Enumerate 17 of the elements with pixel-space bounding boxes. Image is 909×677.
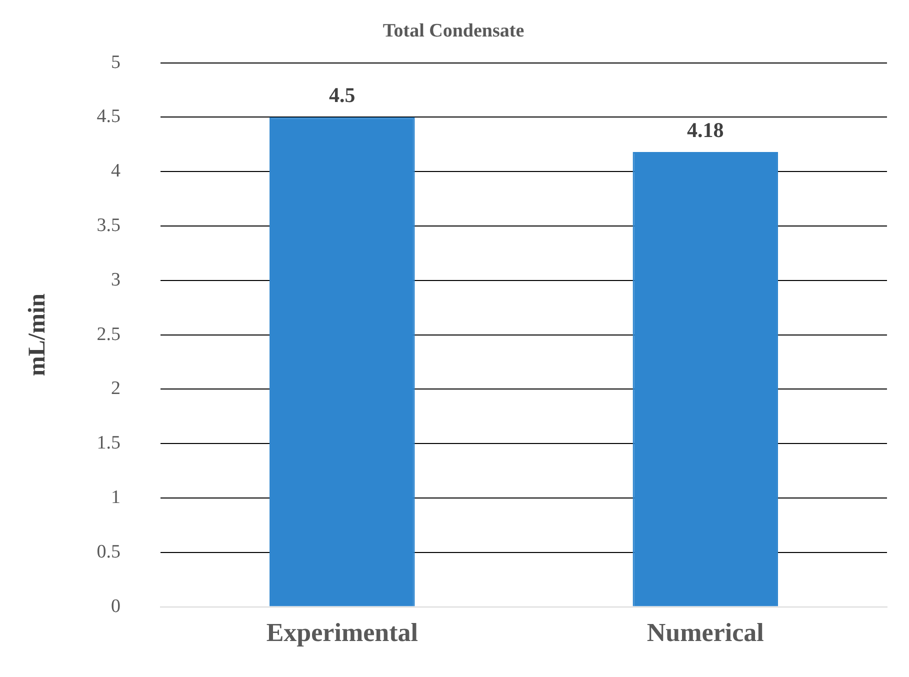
chart-title: Total Condensate — [382, 20, 524, 42]
y-tick-label: 5 — [111, 52, 121, 73]
y-tick-label: 3.5 — [96, 214, 121, 236]
y-axis-title: mL/min — [24, 293, 51, 376]
x-tick-label: Numerical — [646, 618, 764, 648]
y-tick-label: 1.5 — [96, 432, 121, 454]
y-tick-label: 0 — [111, 596, 121, 617]
y-tick-label: 1 — [111, 486, 121, 508]
data-label: 4.18 — [687, 118, 724, 142]
y-tick-label: 2.5 — [96, 324, 121, 345]
y-tick-label: 4.5 — [96, 106, 121, 128]
data-label: 4.5 — [329, 83, 356, 108]
x-tick-label: Experimental — [266, 618, 418, 648]
y-tick-label: 2 — [111, 378, 121, 400]
y-tick-label: 4 — [111, 160, 122, 182]
y-tick-label: 3 — [111, 269, 121, 290]
y-tick-label: 0.5 — [96, 541, 121, 562]
